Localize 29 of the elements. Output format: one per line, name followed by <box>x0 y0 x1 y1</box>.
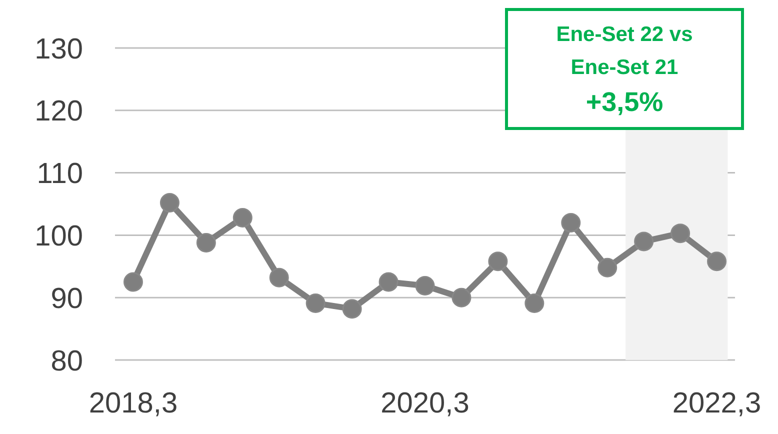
point <box>160 193 180 212</box>
point <box>232 208 252 228</box>
y-tick-label: 120 <box>34 96 83 128</box>
point <box>598 258 618 278</box>
note-box: Ene-Set 22 vs Ene-Set 21 +3,5% <box>505 8 744 130</box>
point <box>196 232 216 252</box>
y-tick-label: 90 <box>50 282 83 315</box>
point <box>378 272 398 292</box>
point <box>123 272 143 292</box>
point <box>452 288 472 308</box>
x-tick-label: 2022,3 <box>672 388 762 420</box>
point <box>342 299 362 319</box>
x-tick-label: 2018,3 <box>88 388 178 420</box>
point <box>670 224 690 244</box>
annotation: Ene-Set 21 <box>570 55 678 81</box>
x-tick-label: 2020,3 <box>380 388 470 420</box>
point <box>415 276 435 296</box>
point <box>634 232 654 252</box>
point <box>707 252 727 272</box>
point <box>269 268 289 288</box>
point <box>306 293 326 313</box>
point <box>561 212 581 232</box>
y-tick-label: 130 <box>34 33 83 66</box>
y-tick-label: 80 <box>50 345 83 378</box>
point <box>488 252 508 272</box>
point <box>524 293 544 313</box>
y-tick-label: 100 <box>34 220 83 252</box>
y-tick-label: 110 <box>36 158 83 190</box>
annotation: +3,5% <box>586 86 664 119</box>
